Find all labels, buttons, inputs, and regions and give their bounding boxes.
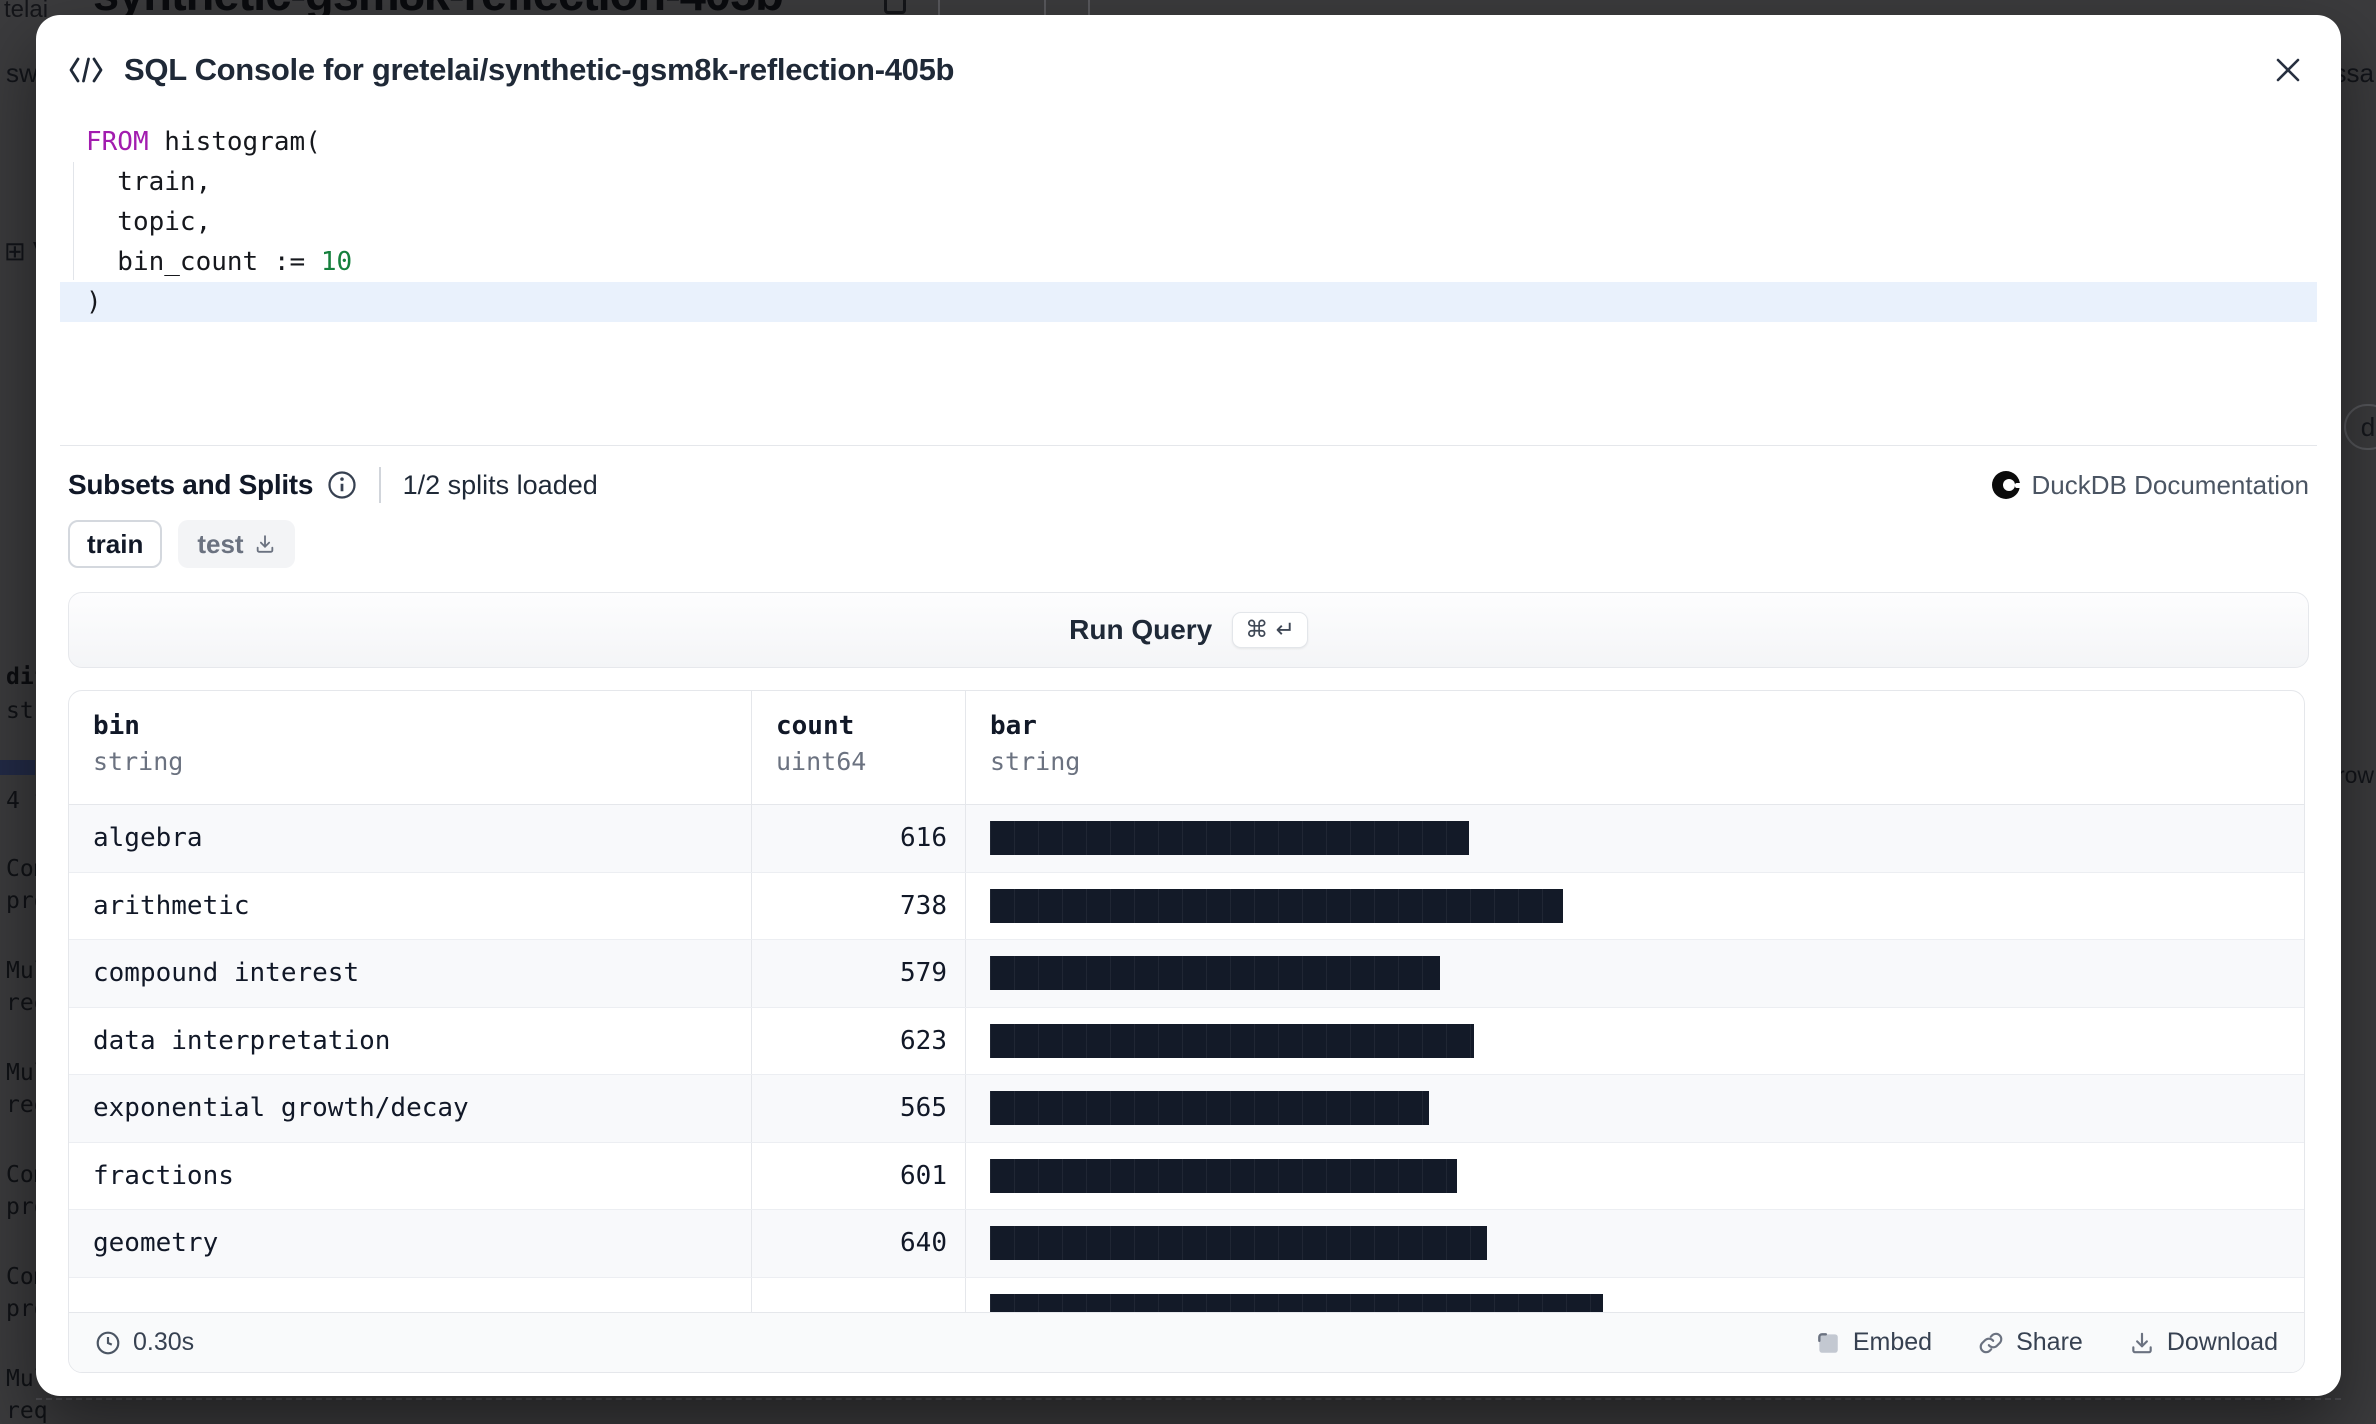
background-fragment: sw: [6, 58, 38, 88]
background-fragment: row: [2336, 762, 2374, 788]
bin-cell: fractions: [93, 1160, 234, 1191]
bin-cell: exponential growth/decay: [93, 1093, 469, 1124]
divider: [1043, 0, 1046, 24]
sql-code: FROM histogram( train, topic, bin_count …: [60, 122, 2317, 322]
bin-cell: compound interest: [93, 958, 360, 989]
table-row[interactable]: arithmetic 738: [69, 872, 2304, 940]
query-results-panel: bin string count uint64 bar string algeb…: [68, 690, 2305, 1373]
clock-icon: [95, 1330, 121, 1356]
query-time-value: 0.30s: [133, 1328, 195, 1356]
background-breadcrumb-fragment: telai: [4, 0, 49, 23]
bar-cell: [965, 872, 2304, 939]
count-cell: 579: [751, 940, 965, 1007]
run-query-label: Run Query: [1069, 614, 1213, 645]
sql-editor[interactable]: FROM histogram( train, topic, bin_count …: [60, 122, 2317, 322]
count-cell: 623: [751, 1007, 965, 1074]
count-cell: 565: [751, 1075, 965, 1142]
table-row[interactable]: fractions 601: [69, 1142, 2304, 1210]
run-query-button[interactable]: Run Query ⌘ ↵: [68, 592, 2309, 668]
bar-cell: [965, 1277, 2304, 1312]
embed-button[interactable]: Embed: [1815, 1328, 1932, 1357]
footer-actions: Embed Share Download: [1815, 1328, 2278, 1357]
column-header-count[interactable]: count uint64: [751, 691, 965, 804]
download-icon: [2129, 1330, 2155, 1356]
table-row[interactable]: algebra 616: [69, 805, 2304, 873]
duckdb-documentation-label: DuckDB Documentation: [2031, 469, 2309, 500]
share-icon: [1978, 1330, 2004, 1356]
sql-console-modal: SQL Console for gretelai/synthetic-gsm8k…: [36, 15, 2341, 1396]
histogram-bar: [990, 1091, 1429, 1126]
bar-cell: [965, 940, 2304, 1007]
table-header: bin string count uint64 bar string: [69, 691, 2304, 805]
table-body: algebra 616 arithmetic 738 compound inte…: [69, 805, 2304, 1312]
embed-icon: [1815, 1330, 1841, 1356]
histogram-bar: [990, 1226, 1487, 1261]
close-button[interactable]: [2267, 49, 2309, 91]
results-footer: 0.30s Embed Share Download: [69, 1312, 2304, 1372]
background-dashed-divider: [36, 1398, 2341, 1400]
code-line-3: topic,: [86, 207, 212, 237]
share-button[interactable]: Share: [1978, 1328, 2083, 1357]
bar-cell: [965, 805, 2304, 872]
query-time: 0.30s: [95, 1328, 194, 1357]
column-header-bar[interactable]: bar string: [965, 691, 2304, 804]
close-icon: [2273, 55, 2303, 85]
histogram-bar: [990, 821, 1469, 856]
download-button[interactable]: Download: [2129, 1328, 2278, 1357]
indent-guide: [73, 162, 74, 280]
bar-cell: [965, 1210, 2304, 1277]
count-cell: 601: [751, 1142, 965, 1209]
subsets-splits-heading: Subsets and Splits: [68, 469, 314, 500]
split-tab-train[interactable]: train: [68, 520, 163, 568]
modal-header: SQL Console for gretelai/synthetic-gsm8k…: [68, 45, 2309, 95]
bar-cell: [965, 1007, 2304, 1074]
code-line-1: FROM histogram(: [86, 127, 321, 157]
duckdb-logo-icon: [1991, 471, 2022, 499]
bar-cell: [965, 1142, 2304, 1209]
background-fragment: req: [6, 1398, 48, 1424]
bin-cell: arithmetic: [93, 890, 250, 921]
column-header-bin[interactable]: bin string: [93, 711, 184, 776]
split-tabs: train test: [68, 520, 295, 568]
bin-cell: algebra: [93, 823, 203, 854]
count-cell: 738: [751, 872, 965, 939]
subsets-splits-row: Subsets and Splits 1/2 splits loaded Duc…: [68, 462, 2309, 508]
table-row-clipped[interactable]: [69, 1277, 2304, 1313]
duckdb-documentation-link[interactable]: DuckDB Documentation: [1991, 469, 2309, 501]
histogram-bar: [990, 956, 1440, 991]
count-cell: 640: [751, 1210, 965, 1277]
bin-cell: geometry: [93, 1228, 219, 1259]
background-selected-row-fragment: [0, 760, 35, 775]
background-fragment: d: [2344, 404, 2376, 450]
code-line-4: bin_count := 10: [86, 247, 353, 277]
code-line-2: train,: [86, 167, 212, 197]
table-row[interactable]: data interpretation 623: [69, 1007, 2304, 1075]
table-row[interactable]: compound interest 579: [69, 940, 2304, 1008]
count-cell: [751, 1277, 965, 1312]
split-tab-test[interactable]: test: [178, 520, 295, 568]
download-icon: [254, 533, 276, 555]
bar-cell: [965, 1075, 2304, 1142]
keyboard-shortcut-badge: ⌘ ↵: [1232, 612, 1308, 648]
histogram-bar: [990, 1023, 1474, 1058]
code-line-5: ): [60, 282, 2317, 322]
copy-icon: [884, 0, 906, 14]
section-divider: [60, 445, 2317, 446]
bin-cell: data interpretation: [93, 1025, 391, 1056]
histogram-bar: [990, 1158, 1457, 1193]
table-row[interactable]: exponential growth/decay 565: [69, 1075, 2304, 1143]
info-icon[interactable]: [327, 470, 357, 500]
divider: [379, 467, 381, 503]
bin-cell: [69, 1278, 751, 1313]
histogram-bar: [990, 1293, 1603, 1312]
table-row[interactable]: geometry 640: [69, 1210, 2304, 1278]
histogram-bar: [990, 888, 1563, 923]
splits-loaded-status: 1/2 splits loaded: [402, 469, 598, 500]
count-cell: 616: [751, 805, 965, 872]
code-icon: [68, 55, 104, 85]
modal-title: SQL Console for gretelai/synthetic-gsm8k…: [124, 52, 955, 87]
